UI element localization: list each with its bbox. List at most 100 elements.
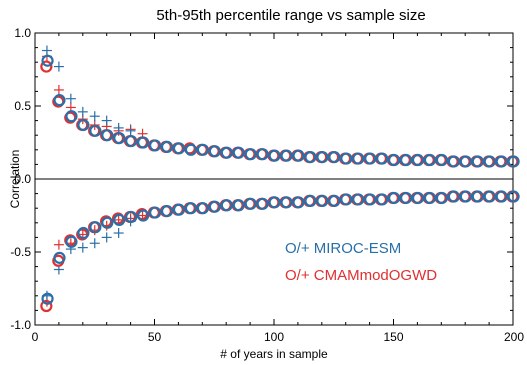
miroc-esm-circle-lower [459, 190, 472, 203]
miroc-esm-circle-upper [113, 132, 126, 145]
miroc-esm-circle-lower [388, 191, 401, 205]
data-marks [40, 45, 520, 313]
miroc-esm-circle-upper [435, 153, 448, 167]
x-tick-label: 150 [383, 330, 403, 344]
miroc-esm-circle-upper [292, 149, 305, 162]
miroc-esm-circle-upper [256, 148, 269, 161]
y-axis-label: Correlation [8, 150, 22, 209]
miroc-esm-cross-lower [113, 228, 124, 239]
miroc-esm-circle-lower [172, 203, 186, 216]
miroc-esm-cross-lower [89, 238, 100, 249]
miroc-esm-cross-upper [65, 93, 76, 104]
miroc-esm-circle-upper [459, 155, 472, 168]
miroc-esm-circle-lower [316, 194, 329, 207]
x-tick-label: 200 [504, 330, 524, 344]
miroc-esm-cross-upper [101, 115, 112, 126]
miroc-esm-circle-lower [495, 190, 508, 203]
x-tick-label: 50 [148, 330, 162, 344]
miroc-esm-circle-lower [376, 193, 389, 206]
cmammodogwd-circle-upper [40, 60, 53, 73]
miroc-esm-circle-lower [399, 191, 413, 205]
miroc-esm-circle-lower [411, 191, 425, 205]
miroc-esm-circle-lower [208, 200, 221, 213]
miroc-esm-cross-upper [89, 111, 100, 122]
axis-ticks [34, 32, 514, 326]
miroc-esm-circle-upper [125, 134, 138, 148]
miroc-esm-cross-upper [41, 45, 52, 56]
axis-tick-labels: 0 50 100 150 200 -1.0 -0.5 0.0 0.5 1.0 [10, 26, 524, 344]
legend-entry-cmammodogwd: O/+ CMAMmodOGWD [285, 267, 437, 284]
miroc-esm-cross-upper [113, 122, 124, 133]
miroc-esm-circle-upper [244, 148, 257, 161]
miroc-esm-circle-upper [447, 155, 460, 168]
miroc-esm-circle-lower [268, 196, 281, 209]
miroc-esm-circle-upper [89, 124, 102, 137]
miroc-esm-circle-upper [220, 146, 233, 159]
miroc-esm-circle-upper [304, 151, 317, 164]
x-tick-label: 100 [264, 330, 284, 344]
y-tick-label: -0.5 [10, 245, 31, 259]
miroc-esm-circle-upper [280, 149, 293, 162]
miroc-esm-circle-lower [328, 194, 341, 207]
miroc-esm-circle-upper [184, 143, 198, 156]
miroc-esm-circle-lower [184, 202, 198, 215]
miroc-esm-circle-lower [65, 235, 78, 248]
miroc-esm-circle-upper [149, 139, 162, 152]
miroc-esm-circle-lower [89, 221, 102, 234]
y-tick-label: 0.0 [14, 172, 31, 186]
miroc-esm-circle-upper [495, 155, 508, 168]
miroc-esm-circle-lower [244, 197, 257, 210]
miroc-esm-circle-lower [53, 251, 66, 264]
miroc-esm-circle-lower [113, 213, 126, 226]
miroc-esm-circle-lower [304, 194, 317, 207]
miroc-esm-circle-lower [125, 210, 138, 224]
miroc-esm-cross-lower [77, 242, 88, 253]
miroc-esm-circle-upper [411, 153, 425, 167]
miroc-esm-circle-upper [507, 155, 520, 168]
miroc-esm-circle-lower [137, 209, 150, 222]
miroc-esm-circle-lower [196, 202, 209, 215]
miroc-esm-circle-lower [101, 216, 114, 229]
legend-entry-miroc-esm: O/+ MIROC-ESM [285, 240, 401, 257]
miroc-esm-circle-upper [364, 152, 377, 165]
miroc-esm-circle-lower [256, 197, 269, 210]
miroc-esm-circle-upper [399, 153, 413, 167]
miroc-esm-circle-lower [77, 226, 90, 240]
miroc-esm-circle-upper [160, 140, 174, 153]
miroc-esm-circle-lower [280, 196, 293, 209]
miroc-esm-circle-upper [172, 142, 186, 155]
miroc-esm-circle-upper [483, 155, 496, 168]
miroc-esm-circle-upper [316, 151, 329, 164]
miroc-esm-circle-upper [340, 152, 353, 165]
miroc-esm-circle-lower [364, 193, 377, 206]
miroc-esm-circle-lower [471, 190, 484, 203]
miroc-esm-circle-lower [41, 292, 54, 305]
miroc-esm-cross-upper [77, 106, 88, 117]
cmammodogwd-cross-upper [53, 84, 64, 95]
miroc-esm-circle-upper [208, 145, 221, 158]
miroc-esm-circle-lower [507, 190, 520, 203]
miroc-esm-circle-upper [471, 155, 484, 168]
miroc-esm-circle-upper [137, 136, 150, 149]
cmammodogwd-circle-lower [40, 299, 53, 313]
miroc-esm-circle-lower [483, 190, 496, 203]
miroc-esm-circle-upper [423, 153, 437, 167]
y-tick-label: -1.0 [10, 318, 31, 332]
miroc-esm-circle-lower [292, 196, 305, 209]
miroc-esm-circle-lower [340, 193, 353, 206]
legend: O/+ MIROC-ESM O/+ CMAMmodOGWD [285, 240, 437, 284]
miroc-esm-circle-lower [149, 206, 162, 219]
miroc-esm-circle-lower [232, 199, 245, 212]
miroc-esm-circle-lower [160, 205, 174, 218]
miroc-esm-circle-upper [328, 151, 341, 164]
miroc-esm-circle-lower [435, 191, 448, 205]
miroc-esm-circle-upper [196, 143, 209, 156]
x-axis-label: # of years in sample [220, 347, 328, 361]
y-tick-label: 0.5 [14, 99, 31, 113]
miroc-esm-circle-lower [220, 199, 233, 212]
miroc-esm-circle-upper [232, 146, 245, 159]
miroc-esm-cross-upper [125, 125, 136, 136]
miroc-esm-cross-lower [101, 232, 112, 243]
miroc-esm-circle-upper [101, 129, 114, 142]
